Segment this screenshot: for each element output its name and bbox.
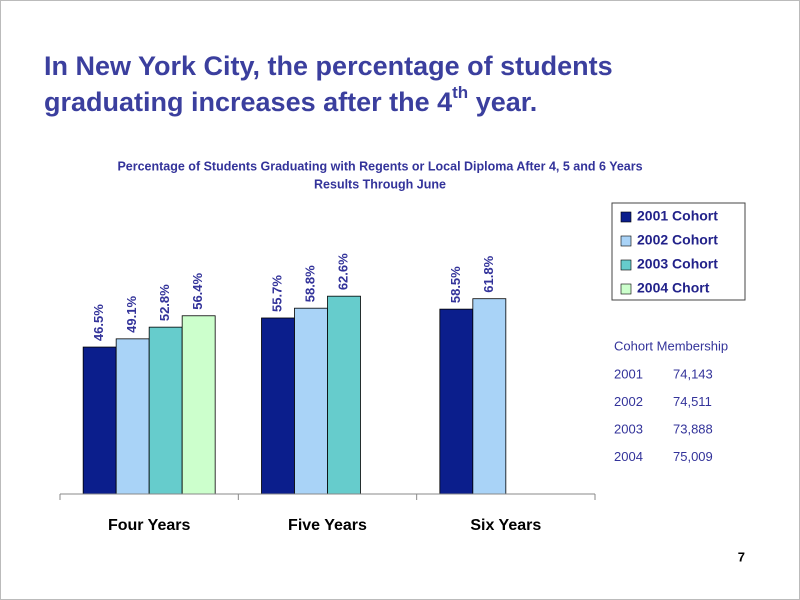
value-label: 62.6% [335,253,350,290]
bar [261,317,295,495]
value-label: 52.8% [157,284,172,321]
bar [181,315,216,495]
bar [472,298,507,495]
legend-label: 2003 Cohort [637,256,718,272]
legend-swatch [620,235,632,247]
title-part: year. [468,87,537,117]
title-sup: th [452,83,468,102]
membership-count: 73,888 [673,421,713,436]
bar [82,346,117,495]
membership-count: 75,009 [673,449,713,464]
legend-label: 2004 Chort [637,280,710,296]
value-label: 46.5% [91,304,106,341]
membership-count: 74,143 [673,366,713,381]
membership-count: 74,511 [673,394,712,409]
page-number: 7 [738,549,745,564]
legend-swatch [620,259,632,271]
chart-subtitle: Results Through June [314,177,446,191]
membership-year: 2002 [614,394,643,409]
membership-year: 2004 [614,449,643,464]
membership-year: 2001 [614,366,643,381]
value-label: 61.8% [481,255,496,292]
slide-title: In New York City, the percentage of stud… [44,51,613,81]
bar [327,295,361,495]
membership-year: 2003 [614,421,643,436]
title-part: graduating increases after the 4 [44,87,452,117]
value-label: 49.1% [124,296,139,333]
value-label: 58.8% [302,265,317,302]
legend-label: 2002 Cohort [637,232,718,248]
chart-title: Percentage of Students Graduating with R… [117,159,642,173]
legend-box [611,202,746,301]
value-label: 56.4% [190,272,205,309]
bar [439,308,474,495]
bar [148,326,183,495]
legend-swatch [620,211,632,223]
legend-swatch [620,283,632,295]
slide-title: graduating increases after the 4th year. [44,83,537,117]
bar [115,338,150,495]
bar [294,307,328,495]
value-label: 55.7% [269,275,284,312]
x-tick-label: Five Years [288,517,367,534]
x-tick-label: Four Years [108,517,191,534]
x-tick-label: Six Years [470,517,541,534]
value-label: 58.5% [448,266,463,303]
legend-label: 2001 Cohort [637,208,718,224]
membership-title: Cohort Membership [614,338,728,353]
